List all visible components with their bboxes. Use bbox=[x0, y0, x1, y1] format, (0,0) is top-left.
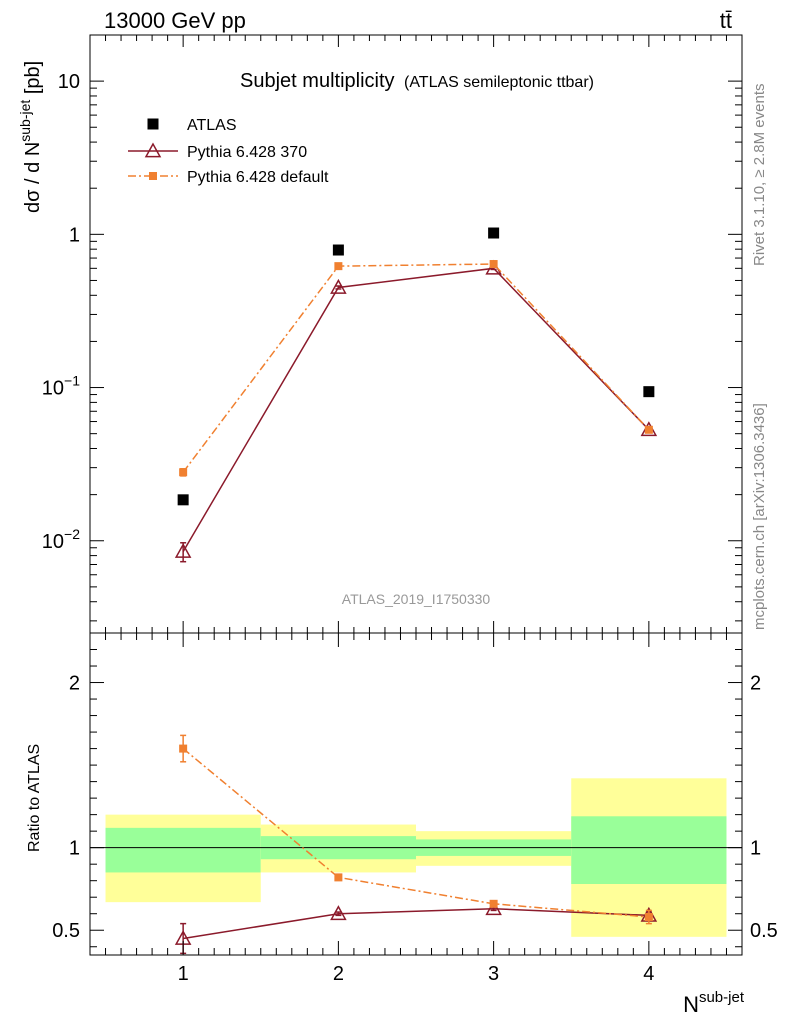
energy-label: 13000 GeV pp bbox=[104, 8, 246, 33]
main-series-pythia-6-428-default-point bbox=[179, 468, 188, 477]
main-series-pythia-6-428-default-point bbox=[334, 262, 343, 271]
legend: ATLAS Pythia 6.428 370 Pythia 6.428 defaul… bbox=[128, 117, 329, 186]
ratio-series-pythia-6-428-default-point bbox=[334, 873, 343, 882]
main-ytick-label: 1 bbox=[69, 224, 80, 246]
legend-marker bbox=[147, 118, 159, 130]
uncertainty-band-green bbox=[105, 827, 261, 873]
ratio-ytick-label-left: 1 bbox=[69, 838, 80, 860]
ratio-ylabel: Ratio to ATLAS bbox=[26, 744, 43, 852]
legend-entry: ATLAS bbox=[147, 117, 237, 134]
main-series-atlas-point bbox=[332, 244, 344, 256]
ratio-series-pythia-6-428-default-point bbox=[489, 899, 498, 908]
ratio-xlabel-sup: sub-jet bbox=[699, 989, 745, 1006]
main-series-pythia-6-428-370-point bbox=[174, 543, 192, 558]
main-ylabel-sup: sub-jet bbox=[17, 100, 33, 142]
process-label: tt̄ bbox=[720, 8, 732, 33]
ratio-ytick-label-left: 2 bbox=[69, 673, 80, 695]
legend-label: Pythia 6.428 default bbox=[187, 169, 329, 186]
ratio-ytick-label-right: 2 bbox=[750, 673, 761, 695]
main-series-pythia-6-428-default-line bbox=[182, 263, 650, 473]
main-series-pythia-6-428-default-point bbox=[644, 425, 653, 434]
main-title: Subjet multiplicity (ATLAS semileptonic … bbox=[240, 70, 594, 92]
main-ytick-label: 10−2 bbox=[42, 526, 80, 553]
main-series-atlas-point bbox=[177, 494, 189, 506]
xtick-label: 3 bbox=[488, 963, 499, 985]
ratio-xlabel-base: N bbox=[683, 992, 699, 1017]
legend-entry: Pythia 6.428 default bbox=[128, 169, 329, 186]
main-title-text: Subjet multiplicity bbox=[240, 70, 395, 92]
main-ytick-label: 10−1 bbox=[42, 373, 80, 400]
main-series-pythia-6-428-370-line bbox=[182, 267, 650, 552]
main-panel: 10−2 10−1 1 10 Subjet multiplicity (ATLAS s… bbox=[17, 34, 743, 634]
main-ylabel-prefix: dσ / d N bbox=[22, 142, 44, 213]
xtick-label: 4 bbox=[643, 963, 654, 985]
legend-entry: Pythia 6.428 370 bbox=[128, 142, 307, 161]
main-series-pythia-6-428-370-point bbox=[330, 278, 347, 294]
main-ylabel: dσ / d Nsub-jet [pb] bbox=[17, 61, 44, 213]
rivet-label: Rivet 3.1.10, ≥ 2.8M events bbox=[751, 84, 768, 267]
ratio-xlabel: Nsub-jet bbox=[683, 989, 745, 1017]
main-ytick-label: 10 bbox=[58, 71, 80, 93]
mcplots-label: mcplots.cern.ch [arXiv:1306.3436] bbox=[751, 403, 768, 630]
legend-label: Pythia 6.428 370 bbox=[187, 144, 307, 161]
ratio-ytick-label-left: 0.5 bbox=[52, 920, 80, 942]
ratio-series-pythia-6-428-370-point bbox=[330, 905, 347, 921]
xtick-label: 2 bbox=[333, 963, 344, 985]
ratio-series-pythia-6-428-default-point bbox=[179, 744, 188, 753]
ratio-panel: 0.5 0.5 1 1 2 2 1 2 3 4 Ratio to ATLAS Nsub-jet bbox=[26, 632, 778, 1017]
ratio-series-pythia-6-428-370-point bbox=[485, 900, 502, 916]
uncertainty-band-green bbox=[571, 816, 727, 884]
xtick-label: 1 bbox=[178, 963, 189, 985]
main-series-atlas-point bbox=[643, 386, 655, 398]
main-series-atlas-point bbox=[488, 227, 500, 239]
ratio-ytick-label-right: 0.5 bbox=[750, 920, 778, 942]
ratio-series-pythia-6-428-370-line bbox=[183, 908, 649, 940]
main-series-pythia-6-428-default-point bbox=[489, 260, 498, 269]
main-subtitle-text: (ATLAS semileptonic ttbar) bbox=[404, 74, 594, 91]
ratio-series-pythia-6-428-default-line bbox=[182, 748, 649, 918]
ratio-series-pythia-6-428-default-point bbox=[644, 913, 653, 922]
legend-label: ATLAS bbox=[187, 117, 237, 134]
ratio-ytick-label-right: 1 bbox=[750, 838, 761, 860]
legend-marker bbox=[144, 142, 162, 158]
watermark: ATLAS_2019_I1750330 bbox=[342, 591, 491, 607]
legend-marker bbox=[149, 172, 157, 180]
main-ylabel-suffix: [pb] bbox=[22, 61, 44, 100]
